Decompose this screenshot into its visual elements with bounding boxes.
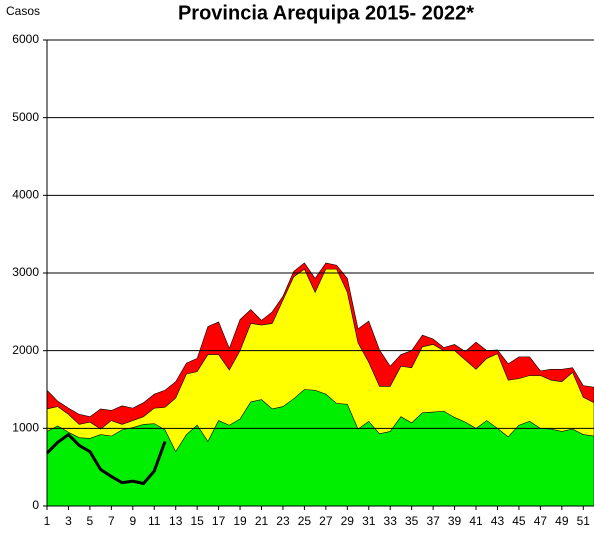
x-tick-label: 33 bbox=[384, 514, 398, 528]
x-tick-label: 9 bbox=[129, 514, 136, 528]
x-tick-label: 31 bbox=[362, 514, 376, 528]
x-tick-label: 49 bbox=[555, 514, 569, 528]
x-tick-label: 51 bbox=[577, 514, 591, 528]
y-tick-label: 4000 bbox=[12, 188, 39, 202]
x-tick-label: 13 bbox=[169, 514, 183, 528]
y-axis-label: Casos bbox=[6, 4, 40, 18]
area bbox=[46, 389, 594, 507]
x-tick-label: 25 bbox=[298, 514, 312, 528]
y-tick-label: 6000 bbox=[12, 32, 39, 46]
x-tick-label: 41 bbox=[469, 514, 483, 528]
y-tick-label: 3000 bbox=[12, 265, 39, 279]
x-tick-label: 27 bbox=[319, 514, 333, 528]
x-tick-label: 39 bbox=[448, 514, 462, 528]
x-tick-label: 29 bbox=[341, 514, 355, 528]
x-tick-label: 47 bbox=[534, 514, 548, 528]
x-tick-label: 1 bbox=[44, 514, 51, 528]
x-tick-label: 45 bbox=[512, 514, 526, 528]
x-tick-label: 5 bbox=[87, 514, 94, 528]
y-tick-label: 0 bbox=[32, 498, 39, 512]
y-tick-label: 1000 bbox=[12, 421, 39, 435]
line bbox=[45, 433, 167, 485]
x-tick-label: 11 bbox=[148, 514, 161, 528]
chart-title: Provincia Arequipa 2015- 2022* bbox=[178, 2, 474, 24]
x-tick-label: 19 bbox=[233, 514, 247, 528]
x-tick-label: 17 bbox=[212, 514, 226, 528]
x-tick-label: 3 bbox=[65, 514, 72, 528]
y-tick-label: 5000 bbox=[12, 110, 39, 124]
x-tick-label: 37 bbox=[426, 514, 440, 528]
x-tick-label: 15 bbox=[190, 514, 204, 528]
x-tick-label: 7 bbox=[108, 514, 115, 528]
x-tick-label: 21 bbox=[255, 514, 269, 528]
x-tick-label: 23 bbox=[276, 514, 290, 528]
x-tick-label: 43 bbox=[491, 514, 505, 528]
x-tick-label: 35 bbox=[405, 514, 419, 528]
y-tick-label: 2000 bbox=[12, 343, 39, 357]
